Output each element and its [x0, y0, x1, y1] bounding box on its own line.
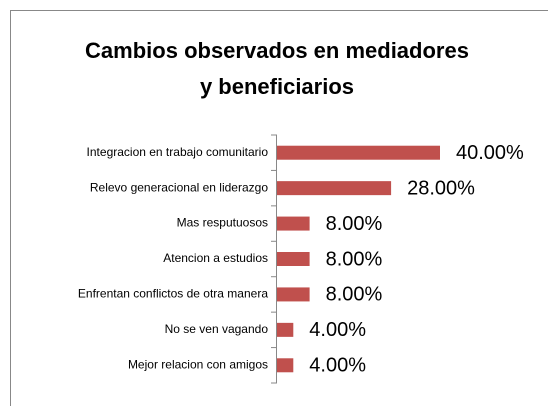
- category-label: Atencion a estudios: [163, 251, 268, 265]
- bar: [277, 181, 392, 196]
- category-label: Mejor relacion con amigos: [128, 357, 268, 371]
- value-label: 4.00%: [309, 319, 366, 341]
- category-label: Integracion en trabajo comunitario: [87, 145, 269, 159]
- value-label: 8.00%: [326, 213, 383, 235]
- bar: [277, 287, 310, 302]
- value-label: 4.00%: [309, 355, 366, 377]
- category-label: Relevo generacional en liderazgo: [90, 180, 268, 194]
- bar: [277, 252, 310, 266]
- value-label: 40.00%: [456, 142, 524, 164]
- bar: [277, 322, 294, 337]
- bar: [277, 145, 440, 160]
- bar: [277, 358, 294, 373]
- value-label: 8.00%: [326, 248, 383, 270]
- chart-title: y beneficiarios: [200, 74, 354, 99]
- value-label: 28.00%: [407, 177, 475, 199]
- value-label: 8.00%: [326, 284, 383, 306]
- chart-border: [10, 10, 548, 406]
- category-label: Enfrentan conflictos de otra manera: [78, 287, 268, 301]
- category-label: No se ven vagando: [165, 322, 269, 336]
- category-label: Mas resputuosos: [177, 216, 268, 230]
- bar: [277, 216, 310, 231]
- chart-title: Cambios observados en mediadores: [85, 38, 469, 63]
